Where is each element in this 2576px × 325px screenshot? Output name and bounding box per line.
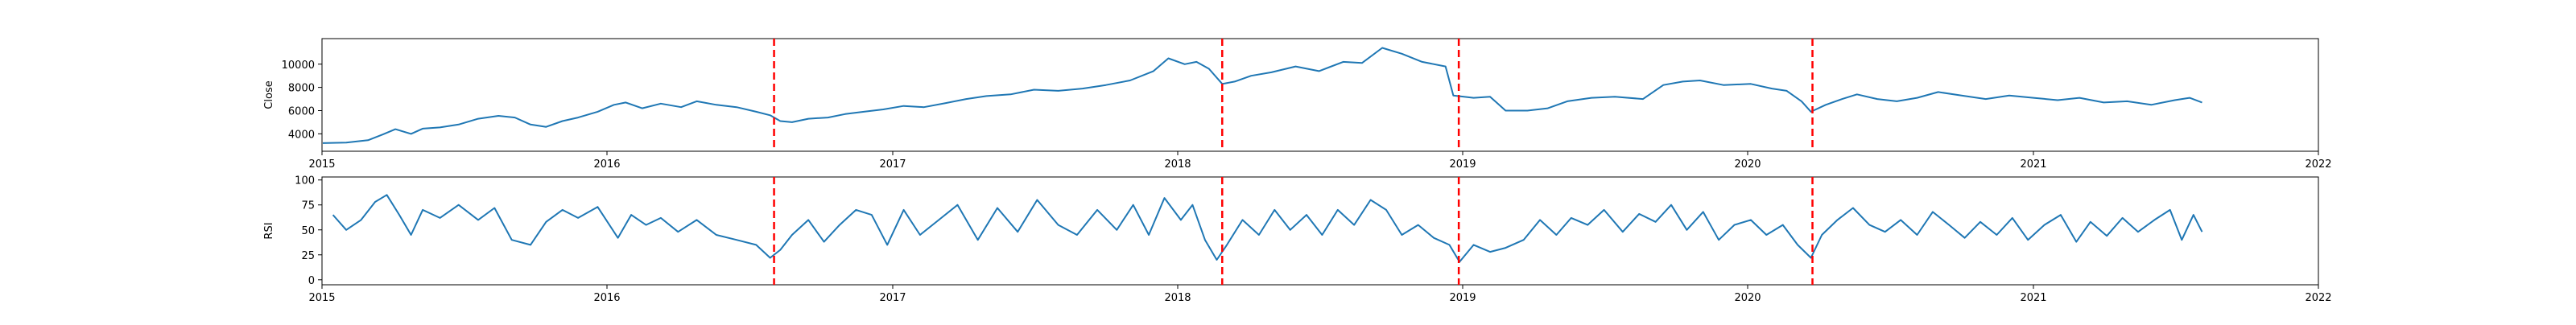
series-line — [332, 194, 2203, 263]
y-tick-label: 10000 — [282, 60, 315, 72]
y-tick-label: 8000 — [288, 83, 315, 95]
x-tick-label: 2016 — [593, 158, 620, 171]
x-tick-label: 2021 — [2020, 158, 2046, 171]
x-tick-label: 2019 — [1449, 292, 1476, 304]
x-tick-label: 2015 — [308, 158, 335, 171]
x-tick-label: 2022 — [2305, 292, 2331, 304]
x-tick-label: 2020 — [1734, 158, 1761, 171]
rsi-panel: 2015 2016 2017 2018 2019 2020 2021 2022 0 25 50 75 1… — [263, 175, 2332, 304]
y-tick-label: 4000 — [288, 129, 315, 141]
x-tick-label: 2017 — [879, 292, 906, 304]
x-tick-label: 2018 — [1164, 158, 1191, 171]
y-tick-label: 6000 — [288, 105, 315, 117]
plot-frame — [321, 38, 2319, 152]
plot-frame — [321, 176, 2319, 286]
close-price-panel: 2015 2016 2017 2018 2019 2020 2021 2022 4000 6000… — [263, 38, 2332, 171]
y-axis-label: RSI — [263, 222, 275, 239]
series-line — [322, 47, 2202, 144]
y-tick-label: 75 — [301, 200, 315, 212]
y-tick-label: 100 — [295, 175, 315, 187]
x-tick-label: 2017 — [879, 158, 906, 171]
x-tick-label: 2020 — [1734, 292, 1761, 304]
x-tick-label: 2022 — [2305, 158, 2331, 171]
y-tick-label: 25 — [301, 250, 315, 262]
y-tick-label: 0 — [308, 275, 315, 287]
x-tick-label: 2018 — [1164, 292, 1191, 304]
x-tick-label: 2016 — [593, 292, 620, 304]
x-tick-label: 2019 — [1449, 158, 1476, 171]
y-tick-label: 50 — [301, 225, 315, 237]
x-tick-label: 2015 — [308, 292, 335, 304]
x-tick-label: 2021 — [2020, 292, 2046, 304]
y-axis-label: Close — [263, 80, 275, 109]
